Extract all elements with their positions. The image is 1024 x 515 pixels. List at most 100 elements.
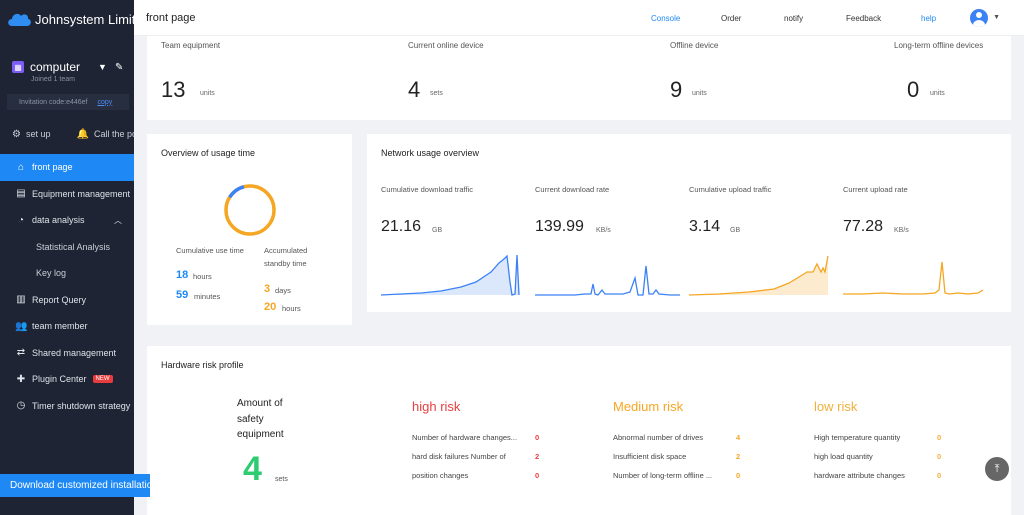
nav-console[interactable]: Console: [651, 14, 681, 23]
risk-row-value: 0: [736, 471, 741, 480]
chevron-down-icon[interactable]: ▼: [98, 62, 107, 72]
invitation-code-label: Invitation code:e446ef: [19, 98, 88, 106]
sidebar-item-label: Equipment management: [32, 188, 131, 199]
net-unit: KB/s: [894, 227, 909, 234]
edit-icon[interactable]: ✎: [114, 61, 124, 73]
net-unit: GB: [432, 227, 443, 234]
standby-days-value: 3: [264, 283, 271, 295]
avatar[interactable]: [970, 9, 988, 27]
sparkline-line: [843, 261, 984, 295]
standby-hours-unit: hours: [282, 304, 301, 313]
sidebar-item-label: front page: [32, 162, 73, 173]
medium-risk-title: Medium risk: [613, 399, 684, 414]
risk-row-label: hardware attribute changes: [814, 471, 905, 480]
card-title: Overview of usage time: [161, 148, 256, 158]
nav-help[interactable]: help: [921, 14, 937, 23]
cumulative-use-label: Cumulative use time: [176, 246, 244, 255]
stat-label: Current online device: [408, 41, 484, 50]
download-installer-button[interactable]: Download customized installation: [0, 474, 150, 497]
equipment-icon: ▤: [16, 188, 26, 200]
risk-row-label: Number of long-term offline ...: [613, 471, 713, 480]
clock-icon: ◷: [16, 400, 26, 412]
sidebar-item-front-page[interactable]: ⌂ front page: [0, 154, 134, 181]
sidebar-item-label: Statistical Analysis: [36, 241, 111, 252]
risk-row-label: Number of hardware changes...: [412, 433, 518, 442]
sidebar-item-team-member[interactable]: 👥 team member: [0, 313, 134, 340]
risk-row-label: High temperature quantity: [814, 433, 901, 442]
copy-link[interactable]: copy: [97, 98, 113, 106]
stat-label: Long-term offline devices: [894, 41, 984, 50]
sidebar-item-timer-shutdown[interactable]: ◷ Timer shutdown strategy: [0, 393, 134, 420]
chevron-down-icon[interactable]: ▼: [993, 14, 1000, 21]
network-overview-card: Network usage overview Cumulative downlo…: [367, 134, 1011, 312]
sidebar-item-label: Key log: [36, 268, 67, 279]
stat-value: 13: [161, 77, 186, 102]
stat-value: 0: [907, 77, 920, 102]
sidebar-item-label: Timer shutdown strategy: [32, 400, 131, 411]
home-icon: ⌂: [17, 161, 25, 173]
net-label: Cumulative upload traffic: [689, 185, 772, 194]
sparkline-line: [689, 255, 829, 296]
ring-standby: [224, 184, 276, 236]
net-label: Current download rate: [535, 185, 610, 194]
sidebar-item-plugin-center[interactable]: ✚ Plugin Center NEW: [0, 366, 134, 393]
new-badge: NEW: [92, 375, 113, 384]
stat-unit: units: [200, 90, 215, 97]
net-unit: GB: [730, 227, 741, 234]
sidebar: Johnsystem Limited ▦ computer ▼ ✎ Joined…: [0, 0, 134, 515]
brand[interactable]: Johnsystem Limited: [0, 0, 134, 38]
share-icon: ⇄: [16, 347, 26, 359]
sidebar-item-data-analysis[interactable]: ◔ data analysis ︿: [0, 207, 134, 234]
report-icon: ▥: [16, 294, 26, 306]
stats-card: Team equipment 13 units Current online d…: [147, 36, 1011, 120]
nav-feedback[interactable]: Feedback: [846, 14, 882, 23]
risk-row-label: position changes: [412, 471, 469, 480]
risk-row-value: 4: [736, 433, 741, 442]
sparkline-upload-rate: [843, 261, 984, 295]
call-link[interactable]: Call the po: [93, 129, 134, 139]
team-icon: 👥: [15, 320, 28, 332]
sidebar-item-report-query[interactable]: ▥ Report Query: [0, 287, 134, 314]
gear-icon: ⚙: [12, 128, 21, 140]
back-to-top-button[interactable]: ⤒: [985, 457, 1009, 481]
risk-row-label: high load quantity: [814, 452, 873, 461]
sidebar-item-statistical-analysis[interactable]: Statistical Analysis: [0, 234, 134, 261]
setup-link[interactable]: set up: [25, 129, 51, 139]
sparkline-line: [381, 254, 520, 296]
stat-label: Team equipment: [161, 41, 221, 50]
standby-label: Accumulated standby time: [264, 246, 308, 268]
net-download-traffic: Cumulative download traffic 21.16 GB: [381, 134, 531, 312]
low-risk-title: low risk: [814, 399, 858, 414]
cloud-logo-icon: [8, 13, 31, 26]
sidebar-item-label: Shared management: [32, 347, 117, 358]
sidebar-item-key-log[interactable]: Key log: [0, 260, 134, 287]
net-value: 3.14: [689, 218, 721, 235]
sidebar-item-label: data analysis: [32, 215, 85, 226]
nav-notify[interactable]: notify: [784, 14, 804, 23]
days-unit: days: [275, 286, 291, 295]
page-title: front page: [146, 11, 196, 24]
card-title: Hardware risk profile: [161, 360, 244, 370]
nav-order[interactable]: Order: [721, 14, 742, 23]
stat-unit: units: [692, 90, 707, 97]
risk-row-label: hard disk failures Number of: [412, 452, 506, 461]
team-switcher: ▦ computer ▼ ✎ Joined 1 team: [0, 38, 134, 83]
ring-use: [224, 184, 276, 236]
use-minutes-value: 59: [176, 289, 189, 301]
sidebar-nav: ⌂ front page ▤ Equipment management ◔ da…: [0, 154, 134, 419]
net-label: Current upload rate: [843, 185, 908, 194]
stat-value: 4: [408, 77, 421, 102]
net-value: 21.16: [381, 218, 422, 235]
risk-row-label: Insufficient disk space: [613, 452, 687, 461]
sidebar-item-equipment[interactable]: ▤ Equipment management: [0, 181, 134, 208]
stat-unit: units: [930, 90, 945, 97]
team-logo-icon: ▦: [12, 61, 24, 73]
standby-hours-value: 20: [264, 301, 277, 313]
net-upload-rate: Current upload rate 77.28 KB/s: [843, 134, 993, 312]
hours-unit: hours: [193, 272, 212, 281]
sidebar-item-shared-management[interactable]: ⇄ Shared management: [0, 340, 134, 367]
sparkline-line: [535, 265, 680, 296]
risk-row-label: Abnormal number of drives: [613, 433, 704, 442]
pie-chart-icon: ◔: [17, 214, 25, 226]
safety-equipment-unit: sets: [275, 476, 288, 483]
